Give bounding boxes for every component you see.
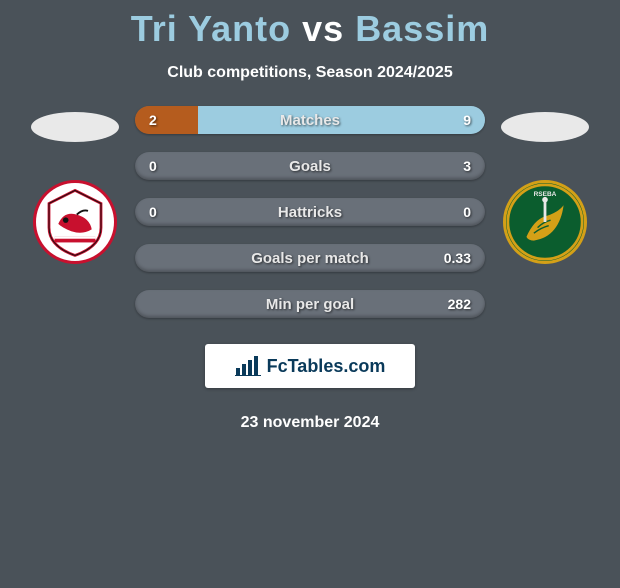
club-badge-left — [33, 180, 117, 264]
stats-column: 2 Matches 9 0 Goals 3 0 Hattricks 0 Goals per mat… — [125, 106, 495, 432]
stat-value-right: 3 — [463, 158, 471, 174]
player1-name: Tri Yanto — [131, 8, 291, 49]
bar-chart-icon — [235, 356, 261, 376]
stat-label: Matches — [280, 112, 340, 129]
persebaya-logo-icon: RSEBA — [506, 183, 584, 261]
date-line: 23 november 2024 — [241, 414, 380, 432]
stat-value-right: 282 — [448, 296, 471, 312]
player1-avatar-placeholder — [31, 112, 119, 142]
brand-box: FcTables.com — [205, 344, 415, 388]
madura-united-logo-icon — [36, 183, 114, 261]
stat-fill-right — [198, 106, 485, 134]
stat-fill-left — [135, 106, 198, 134]
comparison-panel: 2 Matches 9 0 Goals 3 0 Hattricks 0 Goals per mat… — [0, 106, 620, 432]
subtitle: Club competitions, Season 2024/2025 — [0, 64, 620, 82]
stat-label: Min per goal — [266, 296, 354, 313]
brand-text: FcTables.com — [267, 356, 386, 377]
stat-label: Hattricks — [278, 204, 342, 221]
club-badge-right: RSEBA — [503, 180, 587, 264]
player2-name: Bassim — [355, 8, 489, 49]
stat-label: Goals — [289, 158, 331, 175]
stat-value-left: 0 — [149, 158, 157, 174]
stat-value-left: 2 — [149, 112, 157, 128]
stat-bar: 2 Matches 9 — [135, 106, 485, 134]
player2-avatar-placeholder — [501, 112, 589, 142]
stat-value-right: 0 — [463, 204, 471, 220]
svg-text:RSEBA: RSEBA — [534, 191, 557, 198]
stat-bar: 0 Hattricks 0 — [135, 198, 485, 226]
stat-bar: Min per goal 282 — [135, 290, 485, 318]
left-column — [25, 106, 125, 264]
stat-bar: Goals per match 0.33 — [135, 244, 485, 272]
page-title: Tri Yanto vs Bassim — [0, 8, 620, 50]
stat-value-right: 9 — [463, 112, 471, 128]
stat-label: Goals per match — [251, 250, 369, 267]
right-column: RSEBA — [495, 106, 595, 264]
stat-bar: 0 Goals 3 — [135, 152, 485, 180]
stat-value-left: 0 — [149, 204, 157, 220]
vs-text: vs — [302, 8, 344, 49]
stat-value-right: 0.33 — [444, 250, 471, 266]
